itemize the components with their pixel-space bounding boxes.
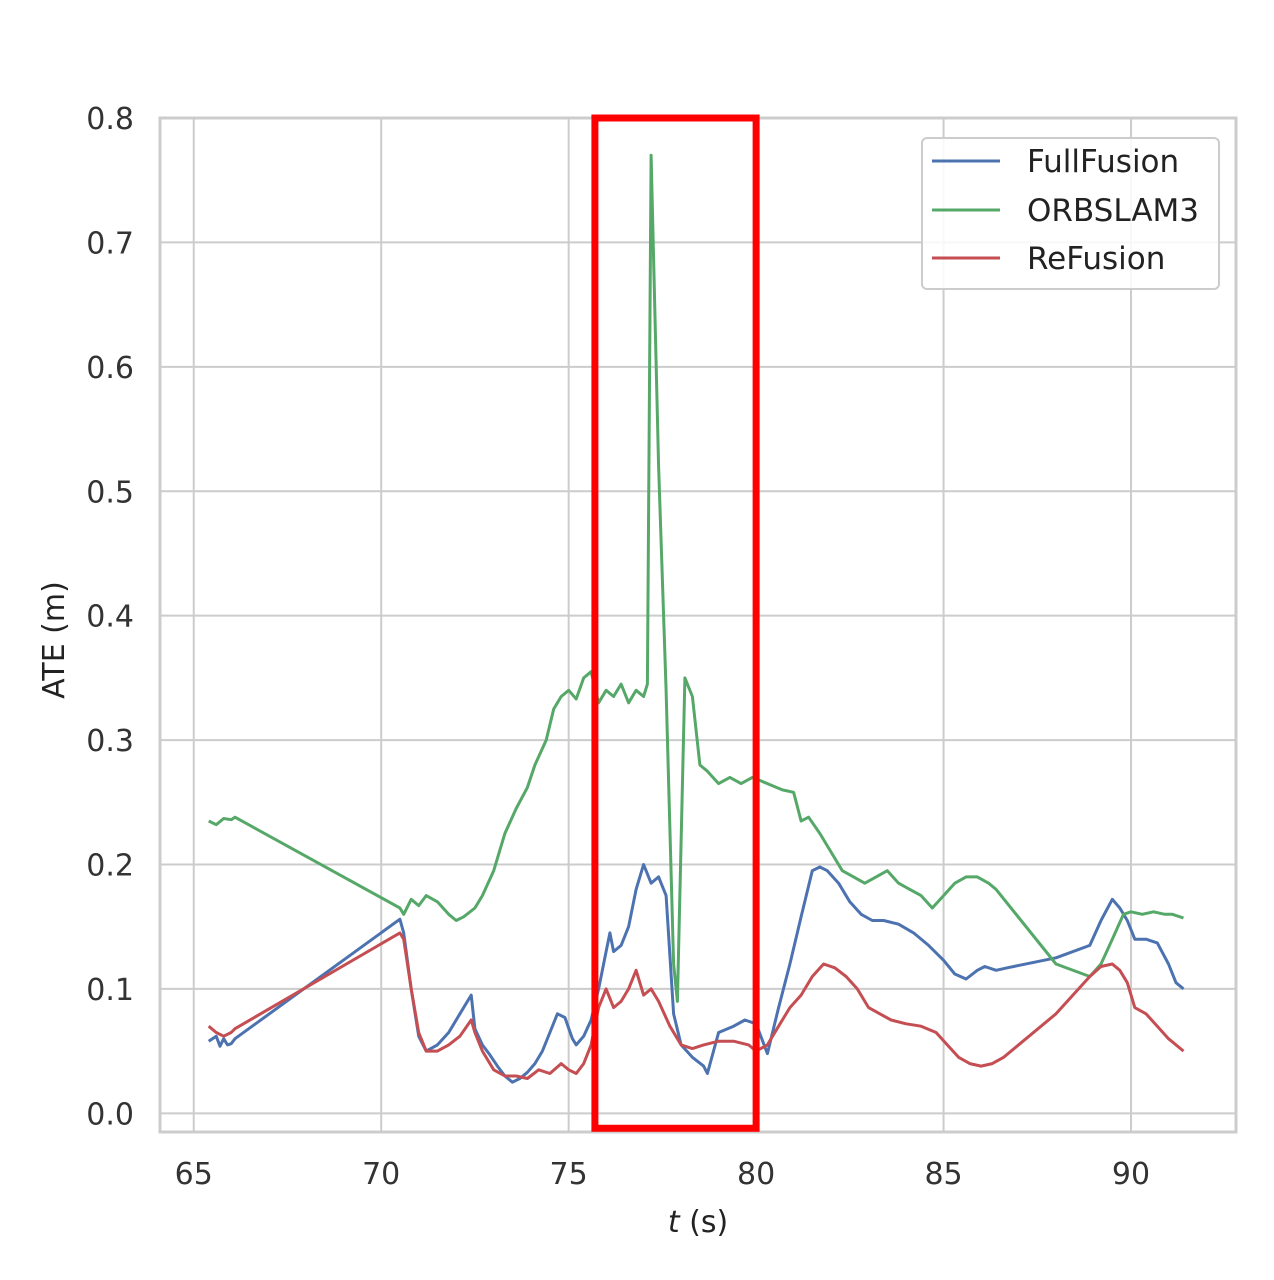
y-axis-title: ATE (m)	[37, 581, 72, 699]
x-tick-label: 70	[362, 1157, 400, 1192]
legend-frame	[921, 137, 1220, 290]
legend-label-orbslam3: ORBSLAM3	[1027, 193, 1199, 229]
highlight-box	[591, 114, 760, 1132]
series-line-refusion	[207, 931, 1185, 1080]
x-tick-label: 85	[924, 1157, 962, 1192]
x-tick-label: 75	[550, 1157, 588, 1192]
series-line-orbslam3	[208, 153, 1184, 1003]
x-tick-label: 90	[1112, 1157, 1150, 1192]
x-axis-title-variable: t	[668, 1205, 681, 1240]
y-tick-label: 0.4	[86, 600, 134, 635]
tick-labels: 65 70 75 80 85 90 0.0 0.1 0.2 0.3 0.4 0.5 0.6 0.7 0.8	[86, 102, 1150, 1192]
y-tick-label: 0.8	[86, 102, 134, 137]
y-tick-label: 0.7	[86, 226, 134, 261]
y-tick-label: 0.6	[86, 351, 134, 386]
x-tick-label: 65	[175, 1157, 213, 1192]
legend-label-fullfusion: FullFusion	[1027, 144, 1179, 180]
y-tick-label: 0.0	[86, 1097, 134, 1132]
y-tick-label: 0.2	[86, 849, 134, 884]
x-tick-label: 80	[737, 1157, 775, 1192]
y-tick-label: 0.5	[86, 475, 134, 510]
legend-label-refusion: ReFusion	[1027, 241, 1165, 277]
series-line-fullfusion	[207, 863, 1185, 1084]
x-axis-title-unit: (s)	[680, 1205, 729, 1240]
series-lines	[207, 153, 1185, 1084]
x-axis-title: t (s)	[668, 1205, 728, 1240]
y-tick-label: 0.3	[86, 724, 134, 759]
y-tick-label: 0.1	[86, 973, 134, 1008]
legend: FullFusion ORBSLAM3 ReFusion	[921, 137, 1220, 290]
